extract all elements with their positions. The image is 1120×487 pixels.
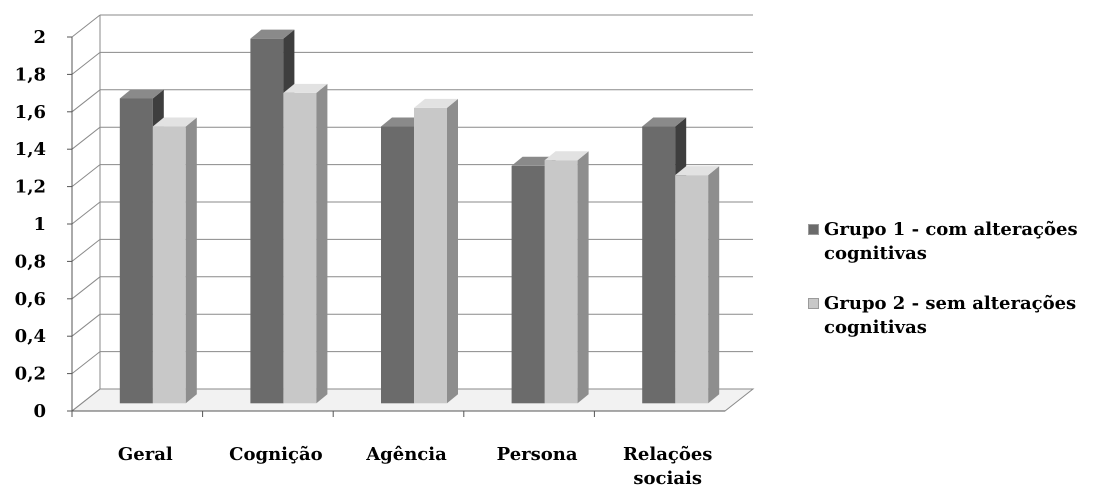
bar-0-0-top: [119, 89, 164, 99]
gridline-side-2: [71, 313, 101, 337]
bar-0-0-front: [119, 98, 153, 404]
bar-4-1-top: [675, 166, 720, 176]
bar-2-1-side: [447, 98, 458, 404]
legend-label-series-1: Grupo 1 - com alterações cognitivas: [824, 219, 1078, 264]
legend-item-series-2: Grupo 2 - sem alterações cognitivas: [808, 292, 1118, 340]
y-tick-label-5: 1: [33, 214, 46, 235]
gridline-side-10: [71, 14, 101, 38]
y-axis: 0 0,2 0,4 0,6 0,8 1 1,2 1,4 1,6 1,8 2: [15, 27, 73, 422]
bar-1-0-top: [250, 29, 295, 39]
y-tick-label-2: 0,4: [15, 326, 46, 347]
gridline-side-0: [71, 388, 101, 412]
y-tick-label-4: 0,8: [15, 251, 46, 272]
y-tick-label-1: 0,2: [15, 364, 46, 385]
bar-1-1-front: [283, 92, 317, 404]
x-tick-label-0: Geral: [118, 444, 173, 465]
bar-0-1-front: [152, 126, 186, 404]
bar-2-1-front: [414, 107, 447, 404]
legend-swatch-series-2: [808, 298, 819, 309]
y-tick-label-3: 0,6: [15, 289, 46, 310]
bar-2-0-front: [381, 126, 414, 404]
y-tick-label-8: 1,6: [15, 102, 46, 123]
bar-3-1-side: [577, 151, 589, 404]
bars: [119, 29, 720, 404]
x-tick-label-4-0: Relações: [623, 444, 712, 465]
y-tick-label-6: 1,2: [15, 177, 46, 198]
gridline-side-7: [71, 126, 101, 150]
x-tick-label-2: Agência: [365, 444, 447, 465]
bar-1-1-top: [283, 83, 328, 93]
bar-1-1-side: [316, 83, 328, 404]
bar-0-1-top: [152, 117, 197, 127]
bar-4-0-front: [642, 126, 676, 404]
bar-2-1-top: [414, 98, 458, 108]
gridline-side-6: [71, 164, 101, 187]
y-tick-label-9: 1,8: [15, 64, 46, 85]
legend-item-series-1: Grupo 1 - com alterações cognitivas: [808, 218, 1118, 266]
x-axis: Geral Cognição Agência Persona Relações socia…: [71, 410, 725, 487]
bar-4-1-front: [675, 175, 709, 404]
gridline-side-3: [71, 276, 101, 300]
legend: Grupo 1 - com alterações cognitivas Grup…: [808, 218, 1118, 366]
y-tick-label-10: 2: [33, 27, 46, 48]
x-tick-label-4-1: sociais: [633, 468, 702, 487]
legend-label-series-2: Grupo 2 - sem alterações cognitivas: [824, 293, 1077, 338]
gridline-side-4: [71, 239, 101, 262]
gridline-side-1: [71, 351, 101, 374]
bar-4-1-side: [708, 166, 720, 404]
y-tick-label-0: 0: [33, 401, 46, 422]
x-tick-label-1: Cognição: [229, 444, 322, 465]
bar-1-0-front: [250, 38, 284, 404]
legend-swatch-series-1: [808, 224, 819, 235]
bar-4-0-top: [642, 117, 687, 127]
x-tick-label-3: Persona: [497, 444, 578, 465]
bar-3-1-front: [544, 160, 578, 404]
bar-0-1-side: [185, 117, 197, 404]
y-tick-label-7: 1,4: [15, 139, 46, 160]
bar-3-0-front: [511, 165, 545, 404]
gridline-side-5: [71, 201, 101, 225]
gridline-side-8: [71, 89, 101, 113]
bar-3-1-top: [544, 151, 589, 161]
gridline-side-9: [71, 52, 101, 75]
